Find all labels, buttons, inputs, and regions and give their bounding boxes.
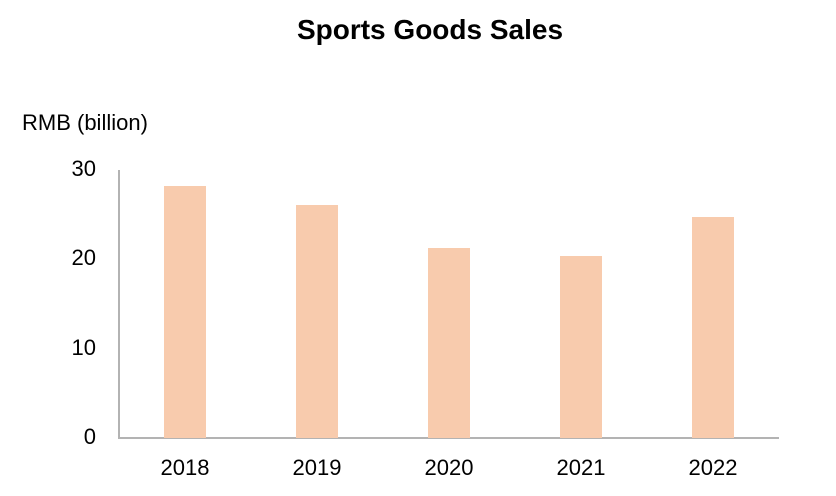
x-tick-label: 2019 (292, 455, 342, 480)
bar-2020 (428, 247, 470, 438)
y-axis-label: RMB (billion) (22, 110, 148, 135)
x-tick-label: 2018 (160, 455, 210, 480)
bar-2018 (164, 186, 206, 438)
bar-2022 (692, 217, 734, 438)
bar-2019 (296, 204, 338, 438)
chart-title: Sports Goods Sales (296, 14, 564, 45)
y-tick-label: 0 (83, 424, 96, 449)
y-tick-label: 20 (71, 245, 96, 271)
x-axis-line (118, 437, 779, 439)
x-tick-label: 2022 (688, 455, 738, 480)
bar-2021 (560, 255, 602, 438)
y-tick-label: 30 (71, 156, 96, 181)
x-tick-label: 2020 (424, 455, 474, 480)
y-tick-label: 10 (71, 334, 96, 360)
y-axis-line (118, 170, 120, 439)
x-tick-label: 2021 (556, 455, 606, 480)
